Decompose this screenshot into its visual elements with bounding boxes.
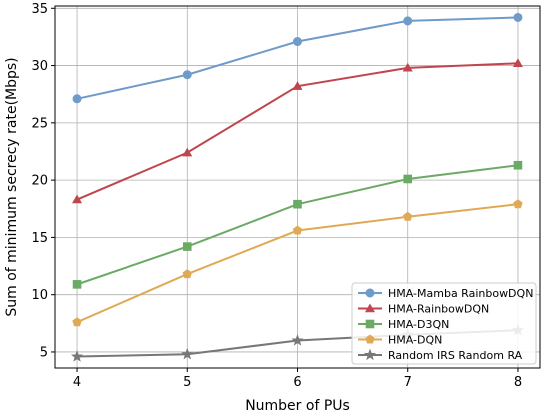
legend-item: HMA-RainbowDQN xyxy=(358,303,489,316)
y-tick-label: 10 xyxy=(31,288,48,303)
data-point xyxy=(70,350,84,362)
data-point xyxy=(513,12,523,22)
legend-marker xyxy=(363,348,377,361)
legend-marker xyxy=(365,288,375,298)
legend-item: HMA-Mamba RainbowDQN xyxy=(358,287,533,300)
data-point xyxy=(292,225,303,235)
legend-item: HMA-DQN xyxy=(358,334,442,347)
legend-label: HMA-Mamba RainbowDQN xyxy=(388,287,533,300)
data-point xyxy=(182,147,193,157)
legend-marker xyxy=(364,303,376,313)
legend-item: Random IRS Random RA xyxy=(358,348,523,362)
legend-label: HMA-RainbowDQN xyxy=(388,303,489,316)
data-point xyxy=(72,194,83,204)
data-point xyxy=(182,269,193,279)
data-point xyxy=(72,94,82,104)
data-point xyxy=(181,347,194,360)
x-tick-label: 5 xyxy=(183,375,191,390)
data-point xyxy=(182,70,192,80)
data-point xyxy=(402,62,413,72)
series-1 xyxy=(72,12,523,104)
legend-label: Random IRS Random RA xyxy=(388,349,523,362)
y-tick-label: 35 xyxy=(31,2,48,17)
series-4 xyxy=(72,199,523,327)
legend-label: HMA-D3QN xyxy=(388,318,449,331)
grid-lines xyxy=(55,6,540,368)
y-tick-label: 5 xyxy=(40,345,48,360)
legend-marker xyxy=(365,319,375,329)
legend-label: HMA-DQN xyxy=(388,334,442,347)
data-point xyxy=(403,174,413,184)
legend-marker xyxy=(365,334,375,344)
x-tick-label: 6 xyxy=(293,375,301,390)
legend-box xyxy=(351,282,537,365)
data-point xyxy=(402,211,413,221)
x-tick-label: 4 xyxy=(73,375,81,390)
series-2 xyxy=(72,58,523,204)
legend-item: HMA-D3QN xyxy=(358,318,449,331)
x-tick-label: 7 xyxy=(404,375,412,390)
y-tick-label: 30 xyxy=(31,59,48,74)
y-axis-label: Sum of minimum secrecy rate(Mbps) xyxy=(4,57,20,316)
data-point xyxy=(403,16,413,26)
data-point xyxy=(291,334,304,346)
y-tick-label: 25 xyxy=(31,116,48,131)
data-point xyxy=(292,81,303,90)
data-point xyxy=(293,199,302,209)
y-tick-label: 15 xyxy=(31,231,48,246)
data-point xyxy=(513,160,523,170)
data-point xyxy=(513,199,523,209)
legend: HMA-Mamba RainbowDQN HMA-RainbowDQN HMA-D3… xyxy=(351,282,537,365)
data-point xyxy=(72,280,82,289)
x-axis-label: Number of PUs xyxy=(245,398,350,414)
axis-ticks: 4 5 6 7 8 5 10 15 20 25 30 35 xyxy=(31,2,522,390)
data-point xyxy=(72,317,82,327)
data-point xyxy=(512,58,523,67)
y-tick-label: 20 xyxy=(31,174,48,189)
x-tick-label: 8 xyxy=(514,375,522,390)
data-point xyxy=(182,242,192,251)
data-point xyxy=(292,37,302,47)
series-3 xyxy=(72,160,523,289)
series-layer xyxy=(70,12,525,362)
